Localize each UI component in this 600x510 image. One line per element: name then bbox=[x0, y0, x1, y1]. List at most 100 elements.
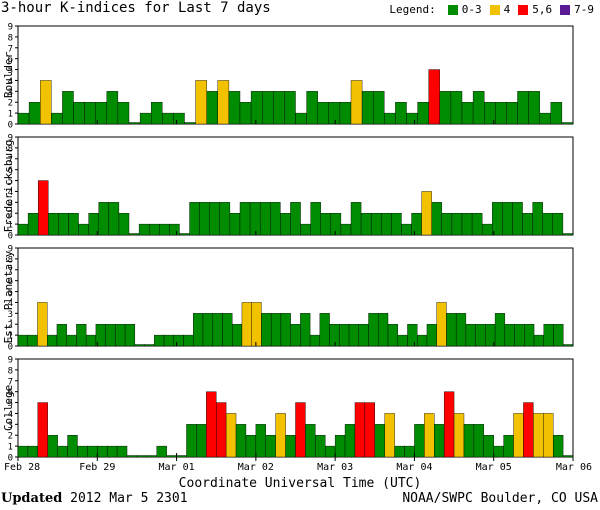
k-index-bar bbox=[265, 435, 276, 458]
k-index-bar bbox=[76, 324, 87, 347]
y-tick-label: 2 bbox=[8, 210, 13, 220]
k-index-bar bbox=[117, 102, 130, 125]
legend: Legend: 0-3 4 5,6 7-9 bbox=[389, 3, 594, 16]
k-index-bar bbox=[47, 334, 58, 347]
k-index-bar bbox=[473, 424, 485, 458]
updated-stamp: Updated 2012 Mar 5 2301 bbox=[1, 491, 188, 506]
k-index-bar bbox=[455, 313, 467, 347]
k-index-bar bbox=[492, 202, 503, 236]
legend-entry-label: 7-9 bbox=[574, 3, 594, 16]
y-tick-label: 4 bbox=[8, 410, 13, 420]
k-index-bar bbox=[348, 324, 359, 347]
k-index-bar bbox=[189, 202, 200, 236]
k-index-bar bbox=[328, 102, 341, 125]
x-tick-label: Mar 06 bbox=[556, 462, 592, 473]
k-index-bar bbox=[228, 91, 241, 125]
k-index-bar bbox=[475, 324, 486, 347]
k-index-bar bbox=[58, 213, 69, 236]
y-tick-label: 1 bbox=[8, 332, 13, 342]
k-index-bar bbox=[206, 391, 217, 458]
k-index-bar bbox=[138, 223, 150, 236]
y-tick-label: 5 bbox=[8, 288, 13, 298]
k-index-bar bbox=[229, 213, 241, 236]
x-tick-label: Mar 03 bbox=[317, 462, 353, 473]
k-index-bar bbox=[57, 445, 68, 458]
k-index-bar bbox=[66, 334, 77, 347]
k-index-bar bbox=[275, 413, 286, 458]
k-index-bar bbox=[397, 334, 408, 347]
k-index-bar bbox=[350, 202, 362, 236]
k-index-bar bbox=[354, 402, 366, 458]
k-index-bar bbox=[443, 391, 455, 458]
k-index-bar bbox=[27, 445, 39, 458]
k-index-bar bbox=[273, 91, 285, 125]
k-index-bar bbox=[154, 334, 165, 347]
y-tick-label: 3 bbox=[8, 421, 13, 431]
k-index-bar bbox=[563, 344, 574, 347]
k-index-bar bbox=[373, 91, 385, 125]
k-index-bar bbox=[184, 122, 196, 125]
k-index-bar bbox=[542, 213, 554, 236]
y-tick-label: 9 bbox=[8, 245, 13, 255]
legend-entry-4: 4 bbox=[489, 3, 510, 16]
k-index-bar bbox=[381, 213, 392, 236]
k-index-bar bbox=[134, 344, 145, 347]
y-tick-label: 5 bbox=[8, 177, 13, 187]
k-index-bar bbox=[361, 91, 374, 125]
k-index-bar bbox=[225, 413, 237, 458]
k-index-bar bbox=[431, 202, 443, 236]
k-index-bar bbox=[325, 445, 336, 458]
k-index-bar bbox=[250, 91, 263, 125]
k-index-bar bbox=[439, 91, 452, 125]
k-index-bar bbox=[421, 191, 432, 236]
k-index-bar bbox=[417, 334, 428, 347]
k-index-bar bbox=[428, 69, 441, 125]
y-tick-label: 6 bbox=[8, 166, 13, 176]
k-index-chart: 0123456789Boulder0123456789Fredericksbur… bbox=[2, 23, 592, 474]
k-index-bar bbox=[98, 202, 110, 236]
k-index-bar bbox=[27, 334, 38, 347]
y-tick-label: 0 bbox=[8, 121, 13, 131]
k-index-bar bbox=[78, 223, 89, 236]
legend-label: Legend: bbox=[389, 3, 436, 16]
k-index-bar bbox=[309, 334, 321, 347]
credit-line: NOAA/SWPC Boulder, CO USA bbox=[402, 491, 598, 506]
chart-title: 3-hour K-indices for Last 7 days bbox=[1, 0, 271, 16]
k-index-bar bbox=[97, 445, 108, 458]
k-index-bar bbox=[106, 91, 119, 125]
k-index-bar bbox=[186, 424, 197, 458]
k-index-bar bbox=[315, 435, 326, 458]
k-index-bar bbox=[262, 91, 274, 125]
y-tick-label: 9 bbox=[8, 23, 13, 33]
k-index-bar bbox=[391, 213, 402, 236]
k-index-bar bbox=[360, 213, 372, 236]
y-tick-label: 8 bbox=[8, 33, 13, 43]
y-tick-label: 5 bbox=[8, 399, 13, 409]
y-tick-label: 4 bbox=[8, 299, 13, 309]
k-index-bar bbox=[561, 122, 574, 125]
k-index-bar bbox=[116, 445, 128, 458]
k-index-bar bbox=[319, 313, 330, 347]
k-index-bar bbox=[255, 424, 266, 458]
k-index-bar bbox=[339, 324, 350, 347]
k-index-bar bbox=[370, 213, 382, 236]
legend-entry-7-9: 7-9 bbox=[560, 3, 594, 16]
k-index-bar bbox=[249, 202, 261, 236]
k-index-bar bbox=[270, 313, 282, 347]
k-index-bar bbox=[162, 112, 174, 125]
k-index-bar bbox=[514, 324, 525, 347]
k-index-bar bbox=[62, 91, 74, 125]
y-tick-label: 3 bbox=[8, 310, 13, 320]
k-index-bar bbox=[106, 445, 118, 458]
k-index-bar bbox=[483, 435, 494, 458]
k-index-bar bbox=[434, 424, 445, 458]
k-index-bar bbox=[295, 402, 306, 458]
k-index-bar bbox=[28, 102, 41, 125]
k-index-bar bbox=[40, 80, 52, 125]
k-index-bar bbox=[334, 435, 346, 458]
k-index-bar bbox=[67, 435, 78, 458]
k-index-bar bbox=[163, 334, 174, 347]
legend-swatch bbox=[447, 4, 458, 15]
updated-label: Updated bbox=[1, 491, 63, 506]
